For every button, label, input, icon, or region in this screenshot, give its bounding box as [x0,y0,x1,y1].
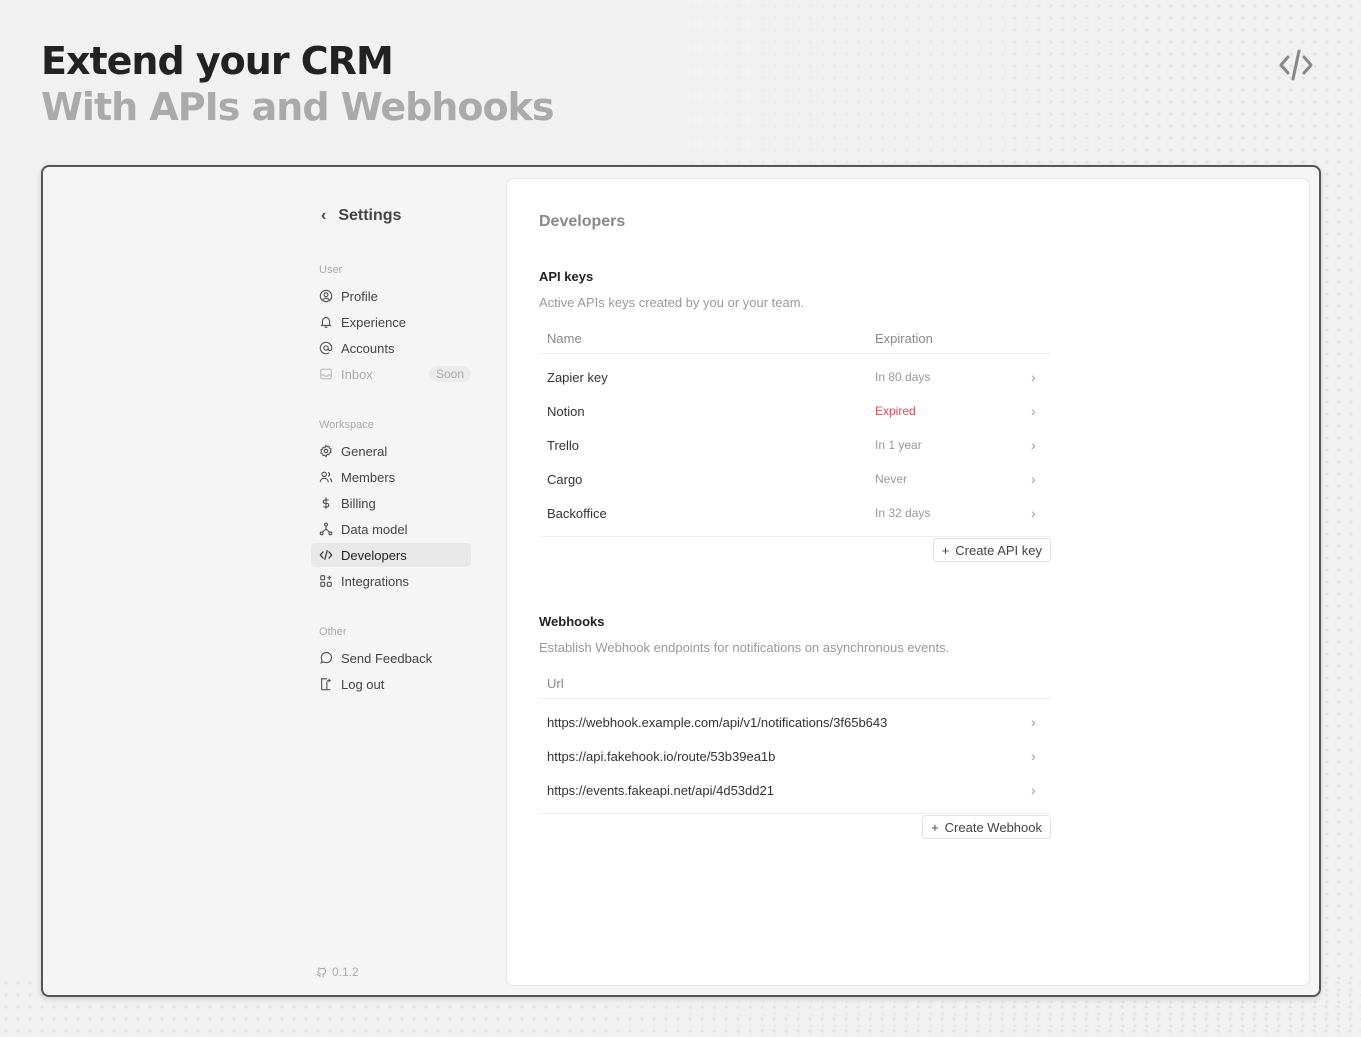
label: Log out [341,676,385,692]
hierarchy-icon [319,522,333,536]
label: Integrations [341,573,409,589]
chevron-right-icon: › [1031,714,1036,730]
app-window: ‹ Settings User Profile Experience Accoun… [41,165,1321,997]
sidebar-item-profile[interactable]: Profile [315,284,475,308]
github-icon [316,967,327,977]
key-name: Notion [547,403,585,419]
col-expiration: Expiration [875,331,933,346]
code-icon [1279,49,1313,81]
section-user: User [319,264,343,276]
webhook-url: https://webhook.example.com/api/v1/notif… [547,714,888,730]
label: Create API key [955,542,1042,558]
hero-subtitle: With APIs and Webhooks [41,85,554,129]
label: Inbox [341,366,373,382]
at-icon [319,341,333,355]
sidebar-item-accounts[interactable]: Accounts [315,336,475,360]
key-name: Trello [547,437,580,453]
sidebar-item-billing[interactable]: Billing [315,491,475,515]
chevron-right-icon: › [1031,782,1036,798]
key-expiration: Expired [875,404,916,418]
create-webhook-button[interactable]: + Create Webhook [922,815,1051,839]
webhook-row[interactable]: https://api.fakehook.io/route/53b39ea1b › [539,739,1051,773]
webhook-row[interactable]: https://webhook.example.com/api/v1/notif… [539,705,1051,739]
chevron-right-icon: › [1031,403,1036,419]
col-url: Url [547,676,564,691]
sidebar-item-integrations[interactable]: Integrations [315,569,475,593]
users-icon [319,471,333,483]
sidebar-item-developers[interactable]: Developers [311,543,471,567]
chevron-right-icon: › [1031,369,1036,385]
sidebar-item-data-model[interactable]: Data model [315,517,475,541]
sidebar-item-log-out[interactable]: Log out [315,672,475,696]
key-expiration: In 32 days [875,506,931,520]
dollar-icon [322,497,330,509]
logout-icon [321,678,331,691]
chevron-right-icon: › [1031,437,1036,453]
page-title: Developers [539,213,626,230]
label: Data model [341,521,408,537]
user-circle-icon [319,289,333,303]
label: Send Feedback [341,650,433,666]
plus-icon: + [931,819,939,835]
sidebar-item-inbox: Inbox Soon [315,362,475,386]
version-label: 0.1.2 [332,965,359,979]
developers-panel: Developers API keys Active APIs keys cre… [506,178,1310,986]
chevron-left-icon: ‹ [321,207,327,224]
webhooks-table: Url https://webhook.example.com/api/v1/n… [539,669,1051,839]
api-keys-table: Name Expiration Zapier key In 80 days › Not… [539,324,1051,562]
api-key-row[interactable]: Cargo Never › [539,462,1051,496]
label: Developers [341,547,407,563]
label: Billing [341,495,376,511]
sidebar-item-experience[interactable]: Experience [315,310,475,334]
key-name: Zapier key [547,369,608,385]
apps-icon [320,575,332,587]
key-name: Backoffice [547,505,607,521]
label: General [341,443,388,459]
api-key-row[interactable]: Notion Expired › [539,394,1051,428]
key-expiration: Never [875,472,908,486]
api-key-row[interactable]: Zapier key In 80 days › [539,360,1051,394]
message-icon [320,651,333,664]
sidebar-item-members[interactable]: Members [315,465,475,489]
section-other: Other [319,626,347,638]
inbox-icon [320,368,332,380]
chevron-right-icon: › [1031,505,1036,521]
key-expiration: In 80 days [875,370,931,384]
label: Experience [341,314,407,330]
label: Members [341,469,396,485]
api-key-row[interactable]: Trello In 1 year › [539,428,1051,462]
api-keys-description: Active APIs keys created by you or your … [539,295,805,310]
gear-icon [320,444,332,458]
key-expiration: In 1 year [875,438,922,452]
hero-title: Extend your CRM [41,39,394,83]
code-icon [319,550,333,560]
label: Create Webhook [944,819,1042,835]
key-name: Cargo [547,471,583,487]
create-api-key-button[interactable]: + Create API key [932,538,1051,562]
api-keys-title: API keys [539,269,594,284]
chevron-right-icon: › [1031,748,1036,764]
webhook-row[interactable]: https://events.fakeapi.net/api/4d53dd21 › [539,773,1051,807]
chevron-right-icon: › [1031,471,1036,487]
webhooks-description: Establish Webhook endpoints for notifica… [539,640,950,655]
webhook-url: https://api.fakehook.io/route/53b39ea1b [547,748,776,764]
section-workspace: Workspace [319,419,374,431]
sidebar-item-send-feedback[interactable]: Send Feedback [315,646,475,670]
version: 0.1.2 [315,965,359,979]
plus-icon: + [941,542,950,558]
api-key-row[interactable]: Backoffice In 32 days › [539,496,1051,530]
soon-badge: Soon [428,366,471,382]
webhook-url: https://events.fakeapi.net/api/4d53dd21 [547,782,774,798]
col-name: Name [547,331,582,346]
settings-title: Settings [338,207,402,224]
webhooks-title: Webhooks [539,614,605,629]
sidebar-item-general[interactable]: General [315,439,475,463]
back-to-settings[interactable]: ‹ Settings [321,207,401,225]
label: Profile [341,288,378,304]
label: Accounts [341,340,395,356]
bell-icon [320,317,332,328]
